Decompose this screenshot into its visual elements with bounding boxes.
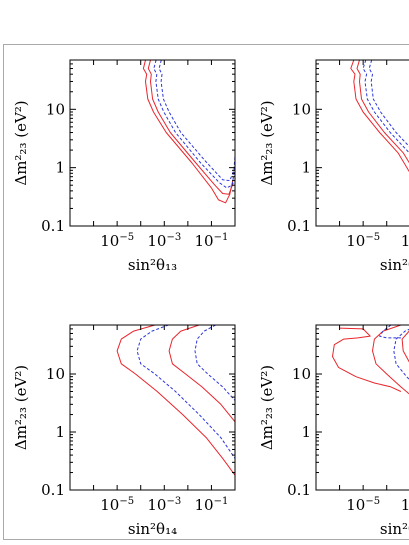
y-tick-label: 10	[46, 365, 65, 383]
x-axis-label: sin²θ	[380, 256, 409, 274]
x-tick-base: 10	[100, 496, 119, 514]
x-tick-base: 10	[346, 496, 365, 514]
x-tick-base: 10	[100, 232, 119, 250]
x-tick-exponent: −5	[119, 496, 134, 507]
y-tick-label: 0.1	[41, 217, 65, 235]
x-tick-exponent: −5	[365, 232, 380, 243]
y-tick-label: 0.1	[287, 481, 311, 499]
x-axis-label: sin²θ	[380, 520, 409, 538]
y-axis-label: Δm²₂₃ (eV²)	[258, 365, 276, 450]
x-tick-exponent: −5	[119, 232, 134, 243]
x-tick-base: 10	[147, 496, 166, 514]
y-tick-label: 1	[55, 423, 65, 441]
x-tick-base: 10	[147, 232, 166, 250]
x-tick-base: 10	[401, 496, 409, 514]
x-axis-label: sin²θ₁₄	[128, 520, 177, 538]
x-tick-base: 10	[195, 232, 214, 250]
y-axis-label: Δm²₂₃ (eV²)	[12, 100, 30, 185]
y-tick-label: 1	[55, 159, 65, 177]
y-axis-label: Δm²₂₃ (eV²)	[12, 365, 30, 450]
y-tick-label: 0.1	[287, 217, 311, 235]
x-tick-exponent: −3	[166, 496, 181, 507]
figure-frame	[4, 45, 409, 540]
y-tick-label: 10	[46, 100, 65, 118]
x-tick-base: 10	[401, 232, 409, 250]
x-tick-label: 10	[401, 232, 409, 250]
x-tick-exponent: −5	[365, 496, 380, 507]
x-tick-label: 10	[401, 496, 409, 514]
y-tick-label: 0.1	[41, 481, 65, 499]
x-axis-label: sin²θ₁₃	[128, 256, 177, 274]
y-tick-label: 1	[301, 423, 311, 441]
y-tick-label: 10	[292, 100, 311, 118]
x-tick-exponent: −3	[166, 232, 181, 243]
y-tick-label: 1	[301, 159, 311, 177]
y-axis-label: Δm²₂₃ (eV²)	[258, 100, 276, 185]
x-tick-exponent: −1	[214, 232, 229, 243]
x-tick-base: 10	[195, 496, 214, 514]
x-tick-exponent: −1	[214, 496, 229, 507]
y-tick-label: 10	[292, 365, 311, 383]
x-tick-base: 10	[346, 232, 365, 250]
